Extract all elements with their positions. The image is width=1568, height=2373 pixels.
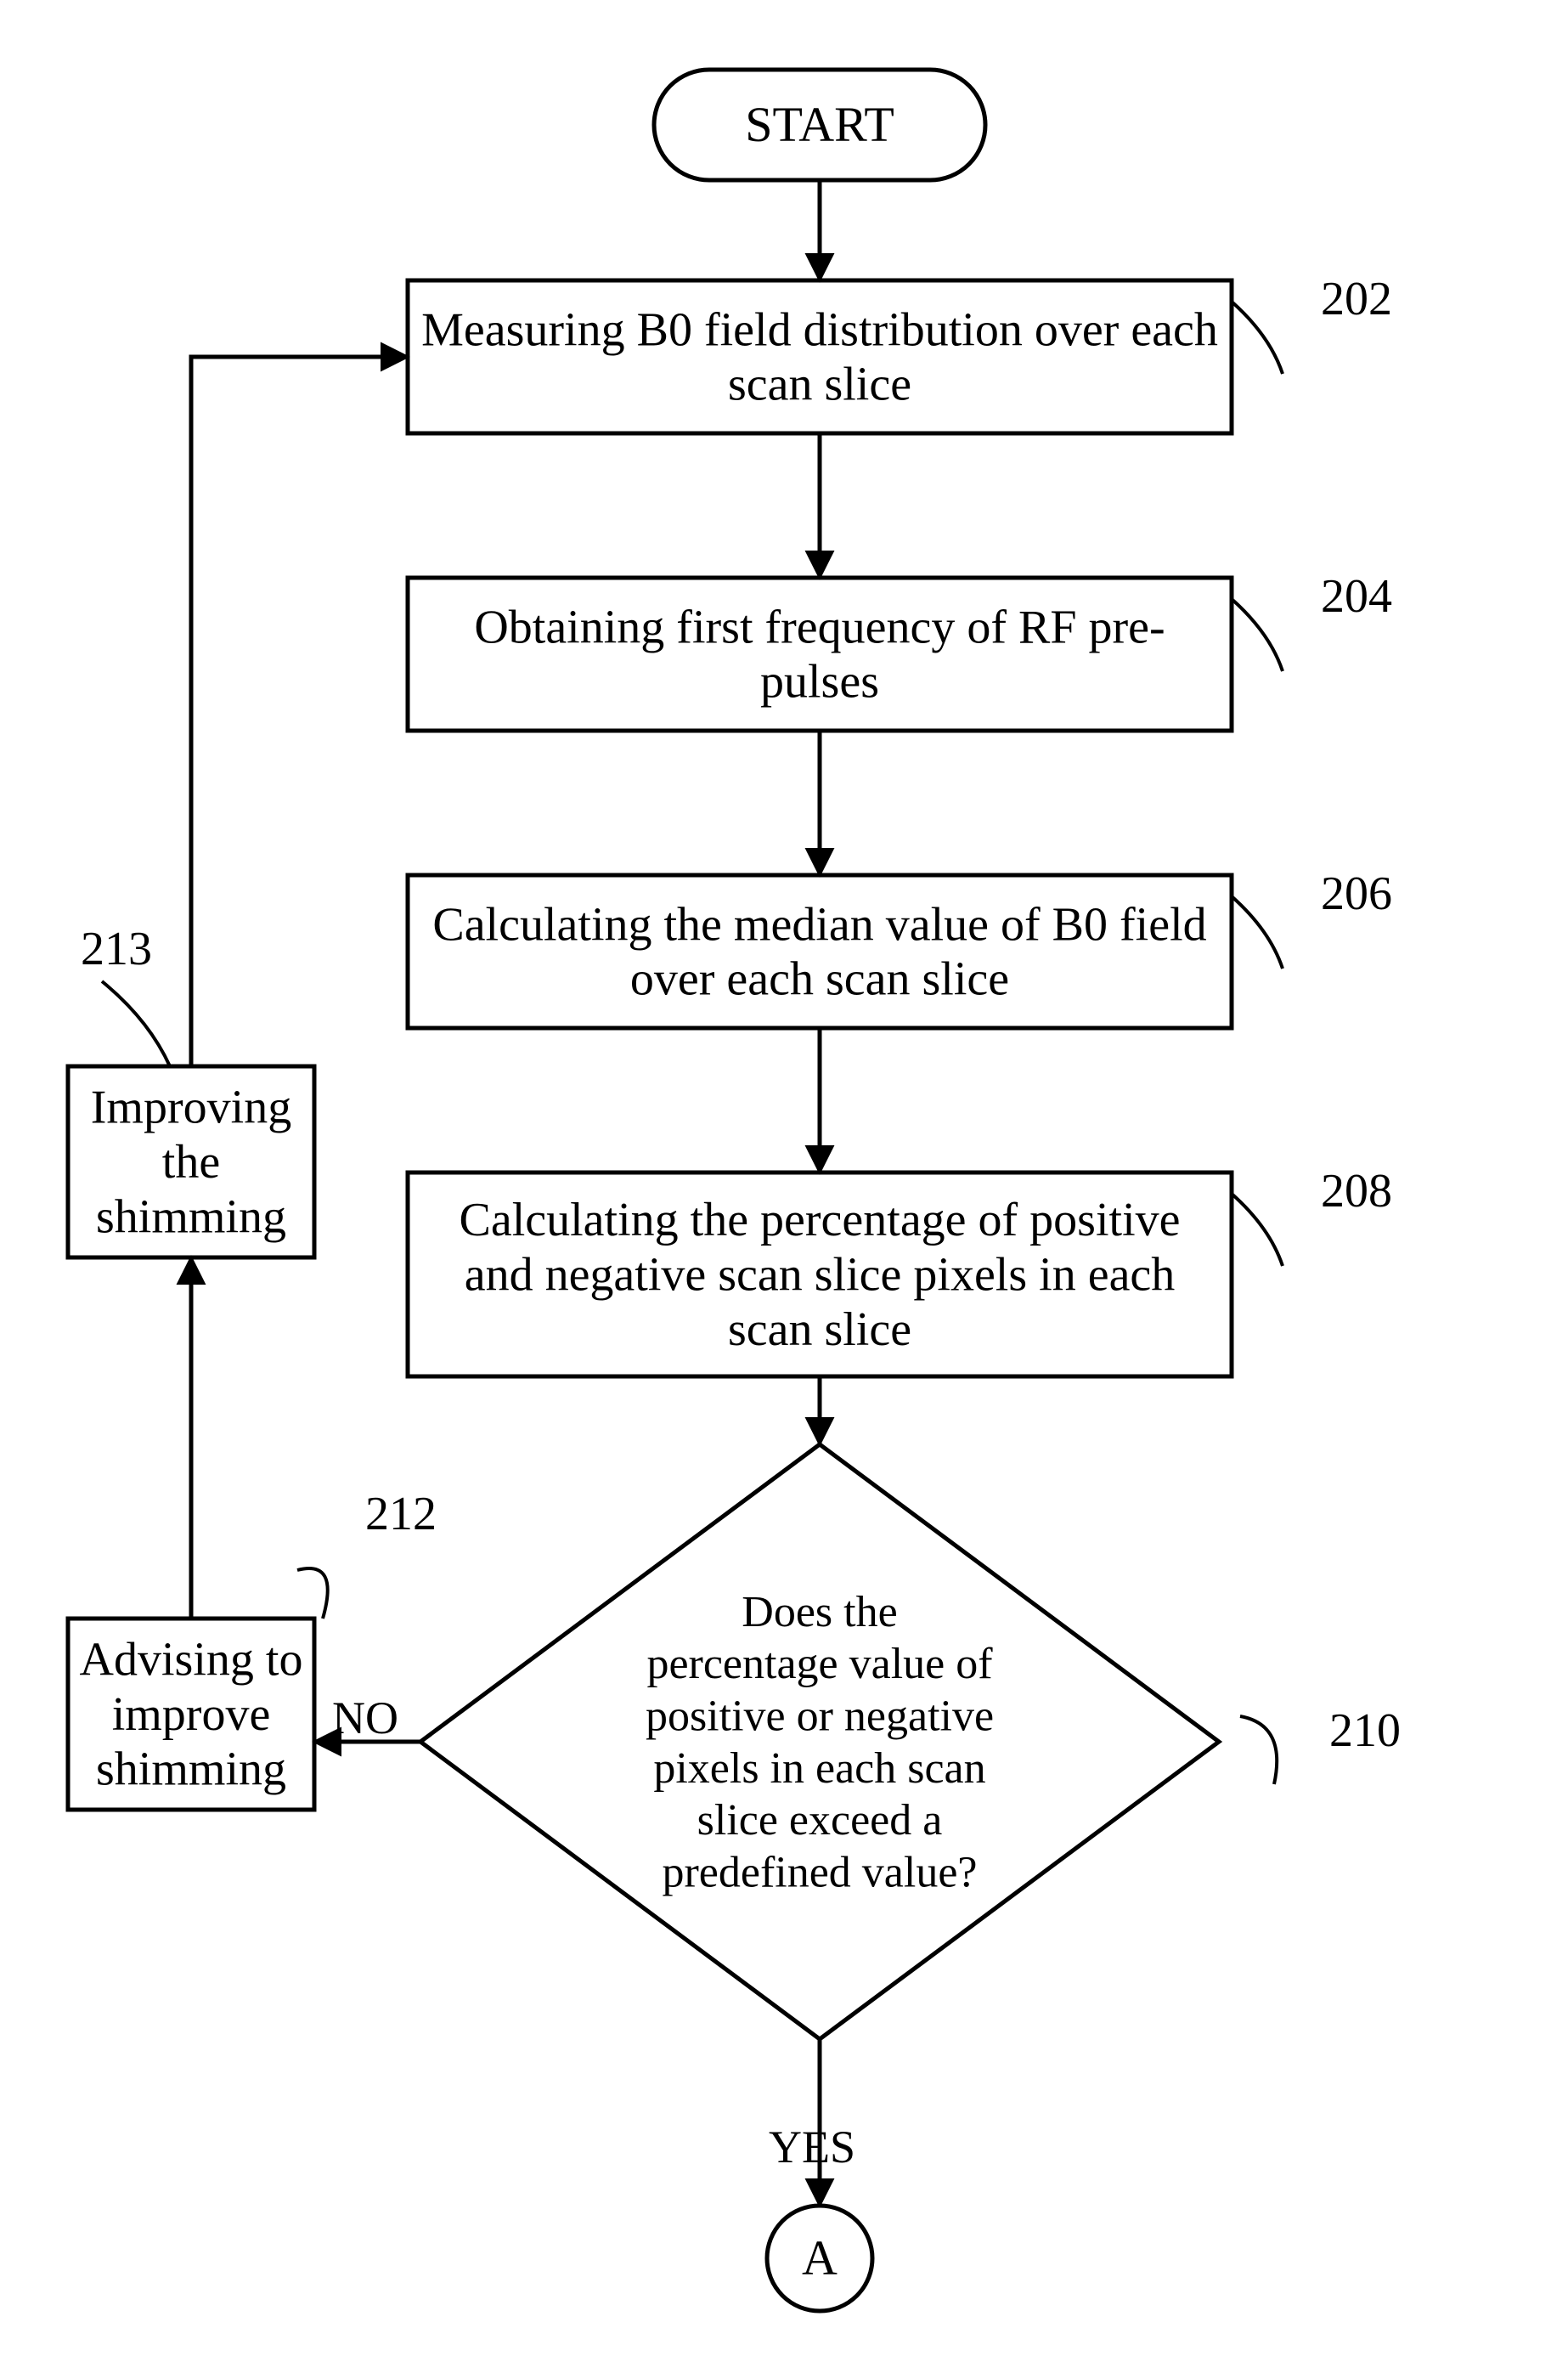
ref-label: 204 — [1321, 570, 1392, 623]
process-text-208: Calculating the percentage of positivean… — [459, 1194, 1180, 1356]
ref-leader — [1232, 599, 1283, 671]
ref-leader — [1240, 1716, 1277, 1784]
decision-diamond-210 — [420, 1444, 1219, 2039]
process-text-204: Obtaining first frequency of RF pre-puls… — [474, 601, 1165, 708]
ref-leader — [1232, 896, 1283, 969]
feedback-arrow — [191, 357, 408, 1066]
start-label: START — [745, 97, 894, 152]
ref-label: 210 — [1329, 1704, 1401, 1757]
ref-leader — [1232, 1194, 1283, 1266]
edge-label-yes: YES — [769, 2122, 855, 2172]
ref-leader — [1232, 302, 1283, 374]
process-text-202: Measuring B0 field distribution over eac… — [421, 303, 1218, 410]
ref-label: 206 — [1321, 867, 1392, 920]
decision-text-210: Does thepercentage value ofpositive or n… — [646, 1588, 994, 1897]
process-text-213: Improvingtheshimming — [91, 1082, 291, 1244]
ref-leader — [102, 981, 170, 1066]
edge-label-no: NO — [332, 1692, 398, 1743]
offpage-connector-label: A — [802, 2230, 838, 2285]
ref-label: 212 — [365, 1488, 437, 1540]
process-text-212: Advising toimproveshimming — [80, 1634, 303, 1796]
process-text-206: Calculating the median value of B0 field… — [432, 898, 1206, 1005]
ref-label: 213 — [81, 923, 152, 975]
ref-leader — [297, 1568, 328, 1619]
ref-label: 202 — [1321, 273, 1392, 325]
ref-label: 208 — [1321, 1165, 1392, 1218]
